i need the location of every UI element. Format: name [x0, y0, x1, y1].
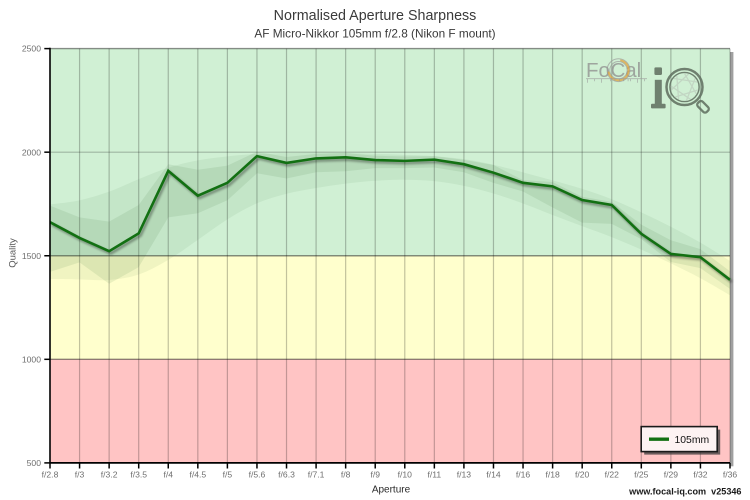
svg-text:f/13: f/13: [457, 470, 472, 480]
svg-text:f/16: f/16: [516, 470, 531, 480]
svg-text:2500: 2500: [22, 44, 41, 54]
svg-text:www.focal-iq.com v25346: www.focal-iq.com v25346: [628, 487, 741, 497]
svg-text:f/10: f/10: [398, 470, 413, 480]
svg-text:f/5: f/5: [223, 470, 233, 480]
svg-text:f/7.1: f/7.1: [308, 470, 325, 480]
svg-text:f/36: f/36: [723, 470, 738, 480]
svg-text:f/5.6: f/5.6: [249, 470, 266, 480]
svg-text:f/3.2: f/3.2: [101, 470, 118, 480]
svg-text:f/2.8: f/2.8: [42, 470, 59, 480]
svg-text:f/9: f/9: [370, 470, 380, 480]
svg-text:f/3.5: f/3.5: [130, 470, 147, 480]
svg-text:f/3: f/3: [75, 470, 85, 480]
svg-text:105mm: 105mm: [675, 435, 710, 446]
svg-text:Aperture: Aperture: [372, 485, 411, 496]
svg-text:1000: 1000: [22, 354, 41, 364]
svg-text:1500: 1500: [22, 251, 41, 261]
svg-text:f/18: f/18: [545, 470, 560, 480]
svg-text:2000: 2000: [22, 147, 41, 157]
svg-text:f/20: f/20: [575, 470, 590, 480]
svg-text:Normalised Aperture Sharpness: Normalised Aperture Sharpness: [274, 8, 477, 24]
svg-text:f/4.5: f/4.5: [189, 470, 206, 480]
svg-text:AF Micro-Nikkor 105mm f/2.8 (N: AF Micro-Nikkor 105mm f/2.8 (Nikon F mou…: [254, 27, 495, 41]
svg-text:f/4: f/4: [163, 470, 173, 480]
svg-text:f/6.3: f/6.3: [278, 470, 295, 480]
svg-text:f/22: f/22: [605, 470, 620, 480]
svg-text:f/25: f/25: [634, 470, 649, 480]
svg-text:f/32: f/32: [693, 470, 708, 480]
svg-text:Quality: Quality: [8, 238, 19, 268]
svg-text:f/11: f/11: [427, 470, 441, 480]
svg-text:500: 500: [27, 458, 42, 468]
svg-text:f/8: f/8: [341, 470, 351, 480]
svg-text:f/29: f/29: [664, 470, 679, 480]
svg-text:f/14: f/14: [486, 470, 501, 480]
